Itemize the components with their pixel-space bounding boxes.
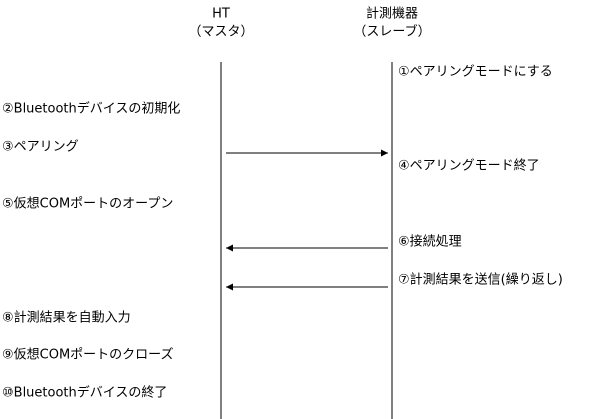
step-label: ⑩Bluetoothデバイスの終了: [2, 385, 167, 401]
step-label: ⑧計測結果を自動入力: [2, 310, 131, 326]
step-label: ⑥接続処理: [398, 234, 462, 250]
step-label: ⑨仮想COMポートのクローズ: [2, 347, 174, 363]
step-label: ④ペアリングモード終了: [398, 158, 540, 174]
step-label: ①ペアリングモードにする: [398, 65, 553, 80]
participant-role: （マスタ）: [188, 25, 253, 40]
step-label: ⑦計測結果を送信(繰り返し): [398, 272, 563, 288]
step-label: ③ペアリング: [2, 140, 79, 155]
participant-name: HT: [212, 7, 230, 22]
step-label: ②Bluetoothデバイスの初期化: [2, 101, 180, 117]
step-label: ⑤仮想COMポートのオープン: [2, 196, 173, 212]
participant-name: 計測機器: [366, 6, 418, 22]
participant-role: （スレーブ）: [353, 24, 430, 40]
